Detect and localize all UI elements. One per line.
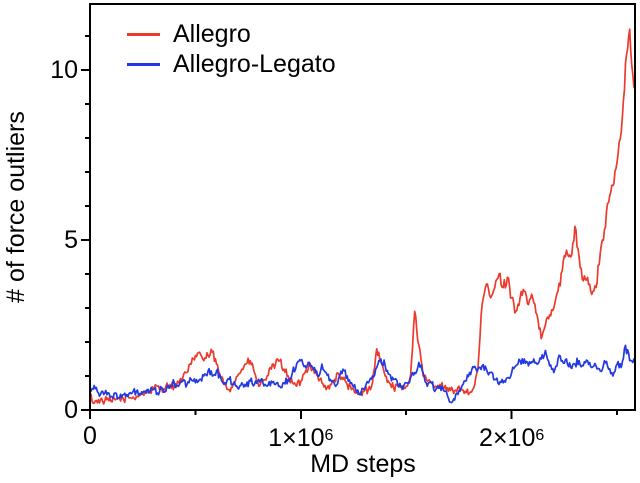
y-tick-label: 10: [50, 55, 78, 84]
series-line-allegro-legato: [89, 344, 635, 404]
data-series: [89, 28, 635, 405]
y-tick-label: 5: [64, 225, 78, 254]
plot-frame: [89, 3, 636, 411]
legend-label-allegro-legato: Allegro-Legato: [173, 50, 336, 78]
y-axis-label: # of force outliers: [2, 111, 30, 303]
allegro-legato-line-swatch: [127, 62, 160, 66]
legend-label-allegro: Allegro: [173, 20, 251, 48]
x-tick-label: 0: [83, 422, 97, 450]
x-axis-label: MD steps: [310, 450, 416, 478]
legend-item-allegro: Allegro: [127, 21, 251, 47]
y-tick-label: 0: [64, 396, 78, 424]
x-tick-label: 1×106: [268, 424, 334, 452]
allegro-line-swatch: [127, 32, 160, 36]
x-tick-label: 2×106: [479, 424, 545, 452]
legend-item-allegro-legato: Allegro-Legato: [127, 51, 336, 77]
axis-ticks: [81, 34, 619, 419]
series-line-allegro: [89, 28, 635, 405]
